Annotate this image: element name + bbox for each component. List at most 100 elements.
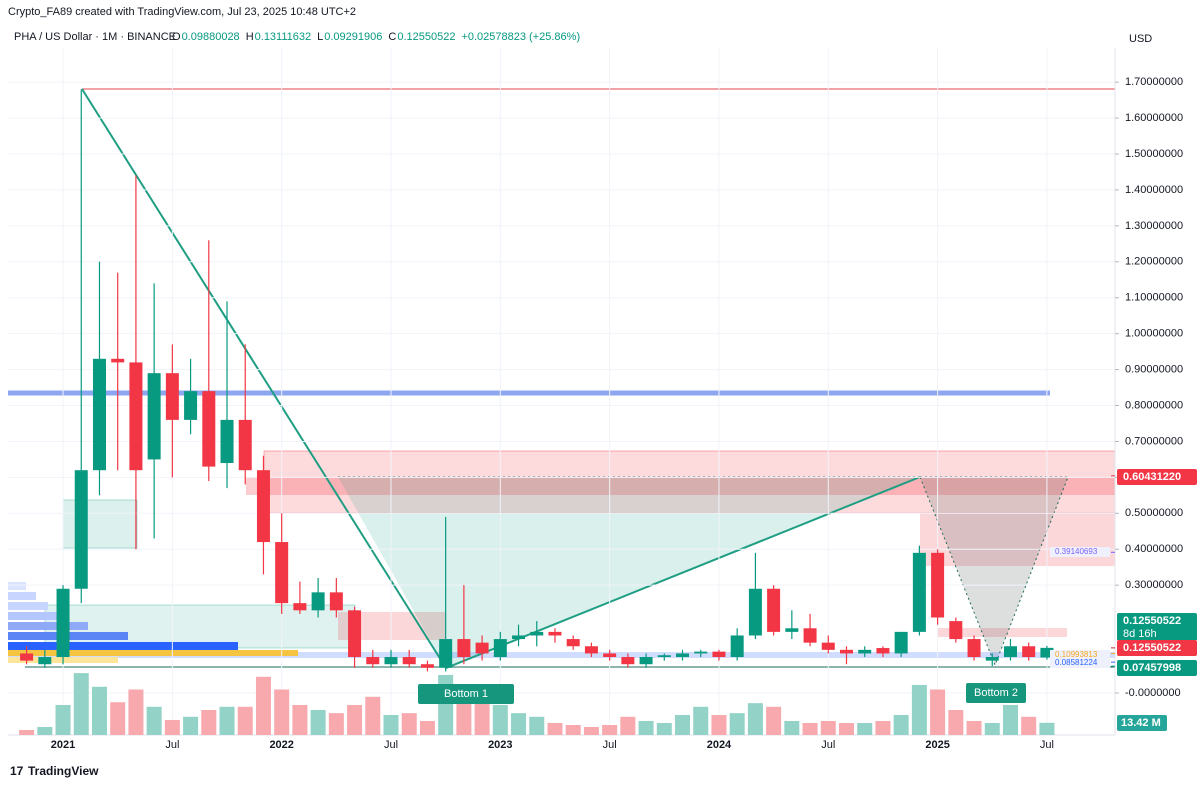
volume-bar — [1039, 722, 1055, 735]
x-tick-label: 2022 — [269, 739, 293, 751]
candle-body — [220, 419, 234, 464]
y-tick-label: 1.10000000 — [1125, 292, 1183, 304]
candle-body — [1003, 646, 1017, 658]
volume-bar — [966, 720, 982, 735]
volume-bar — [73, 673, 89, 735]
countdown: 8d 16h — [1123, 628, 1157, 640]
volume-bar — [128, 689, 144, 735]
candle-body — [512, 635, 526, 640]
candle-body — [493, 639, 507, 658]
supply-zone — [263, 450, 1116, 514]
symbol: PHA / US Dollar · 1M · BINANCE — [14, 31, 176, 43]
y-tick-label: -0.0000000 — [1125, 687, 1181, 699]
volume-bar — [419, 720, 435, 735]
y-tick-label: 0.70000000 — [1125, 435, 1183, 447]
candle-body — [657, 655, 671, 658]
volume-bar — [784, 720, 800, 735]
demand-box — [62, 499, 138, 549]
candle-body — [584, 646, 598, 654]
annotation-box — [418, 684, 514, 704]
candle-body — [202, 391, 216, 467]
candle-body — [275, 542, 289, 604]
volume-bar — [328, 713, 344, 735]
volume-bar — [183, 716, 199, 735]
price-tag — [1050, 650, 1110, 660]
x-tick-label: 2021 — [51, 739, 75, 751]
candle-body — [676, 653, 690, 658]
ohlc-value: 0.12550522 — [397, 31, 455, 43]
y-tick-label: 1.50000000 — [1125, 148, 1183, 160]
y-tick-label: 1.40000000 — [1125, 184, 1183, 196]
volume-bar — [820, 720, 836, 735]
ohlc-value: 0.13111632 — [255, 31, 311, 43]
candle-body — [329, 592, 343, 611]
volume-bar — [911, 684, 927, 735]
volume-bar — [511, 713, 527, 735]
candle-body — [967, 639, 981, 658]
ohlc-legend: O 0.09880028 H 0.13111632 L 0.09291906 C 0.1255… — [172, 31, 580, 43]
volume-bar — [638, 720, 654, 735]
candle-body — [165, 373, 179, 420]
candle-body — [238, 419, 252, 471]
volume-bar — [711, 714, 727, 735]
candle-body — [821, 642, 835, 650]
candle-body — [1040, 647, 1054, 658]
x-tick-label: 2024 — [707, 739, 732, 751]
drawings — [8, 88, 1116, 670]
volume-bar — [729, 713, 745, 735]
price-label: 0.07457998 — [1123, 662, 1181, 674]
range-band — [8, 652, 1115, 658]
candle-body — [894, 631, 908, 654]
volume-bar — [492, 704, 508, 735]
volume-bar — [857, 722, 873, 735]
author: Crypto_FA89 created with TradingView.com… — [8, 6, 356, 18]
ohlc-value: 0.09880028 — [182, 31, 240, 43]
candle-body — [767, 588, 781, 632]
volume-bar — [110, 702, 126, 735]
ohlc-key: H — [246, 31, 254, 43]
x-tick-label: Jul — [821, 739, 835, 751]
volume-bar — [893, 714, 909, 735]
candle-body — [876, 648, 890, 654]
ohlc-key: L — [317, 31, 323, 43]
candle-body — [420, 664, 434, 668]
price-badge — [1117, 640, 1197, 656]
price-label: 0.12550522 — [1123, 615, 1181, 627]
x-tick-label: Jul — [1040, 739, 1054, 751]
x-tick-label: Jul — [165, 739, 179, 751]
price-tag — [1050, 658, 1110, 668]
candle-body — [147, 373, 161, 460]
y-tick-label: 1.60000000 — [1125, 112, 1183, 124]
volume-bar — [1002, 704, 1018, 735]
volume-bar — [474, 699, 490, 735]
price-label-small: 0.39140693 — [1055, 547, 1098, 556]
volume-bar — [930, 689, 946, 735]
volume-bar — [292, 704, 308, 735]
ohlc-key: O — [172, 31, 181, 43]
volume-bar — [547, 722, 563, 735]
y-tick-label: 0.50000000 — [1125, 507, 1183, 519]
candle-body — [348, 610, 362, 658]
candle-body — [20, 653, 34, 661]
volume-bar — [583, 726, 599, 735]
y-tick-label: 1.30000000 — [1125, 220, 1183, 232]
y-tick-label: 0.40000000 — [1125, 543, 1183, 555]
volume-bar — [438, 674, 454, 735]
price-badge — [1117, 613, 1197, 629]
candle-body — [639, 657, 653, 665]
candle-body — [74, 470, 88, 589]
volume-label: 13.42 M — [1121, 717, 1161, 729]
candle-body — [566, 639, 580, 647]
y-tick-label: 1.00000000 — [1125, 328, 1183, 340]
volume-bar — [529, 716, 545, 735]
candle-body — [475, 642, 489, 654]
x-tick-label: Jul — [384, 739, 398, 751]
volume-bar — [274, 689, 290, 735]
volume-bar — [383, 714, 399, 735]
candle-body — [912, 552, 926, 632]
candle-body — [840, 649, 853, 654]
volume-bar — [237, 706, 253, 735]
price-label: 0.12550522 — [1123, 642, 1181, 654]
candle-body — [730, 635, 744, 658]
volume-bar — [1021, 716, 1037, 735]
